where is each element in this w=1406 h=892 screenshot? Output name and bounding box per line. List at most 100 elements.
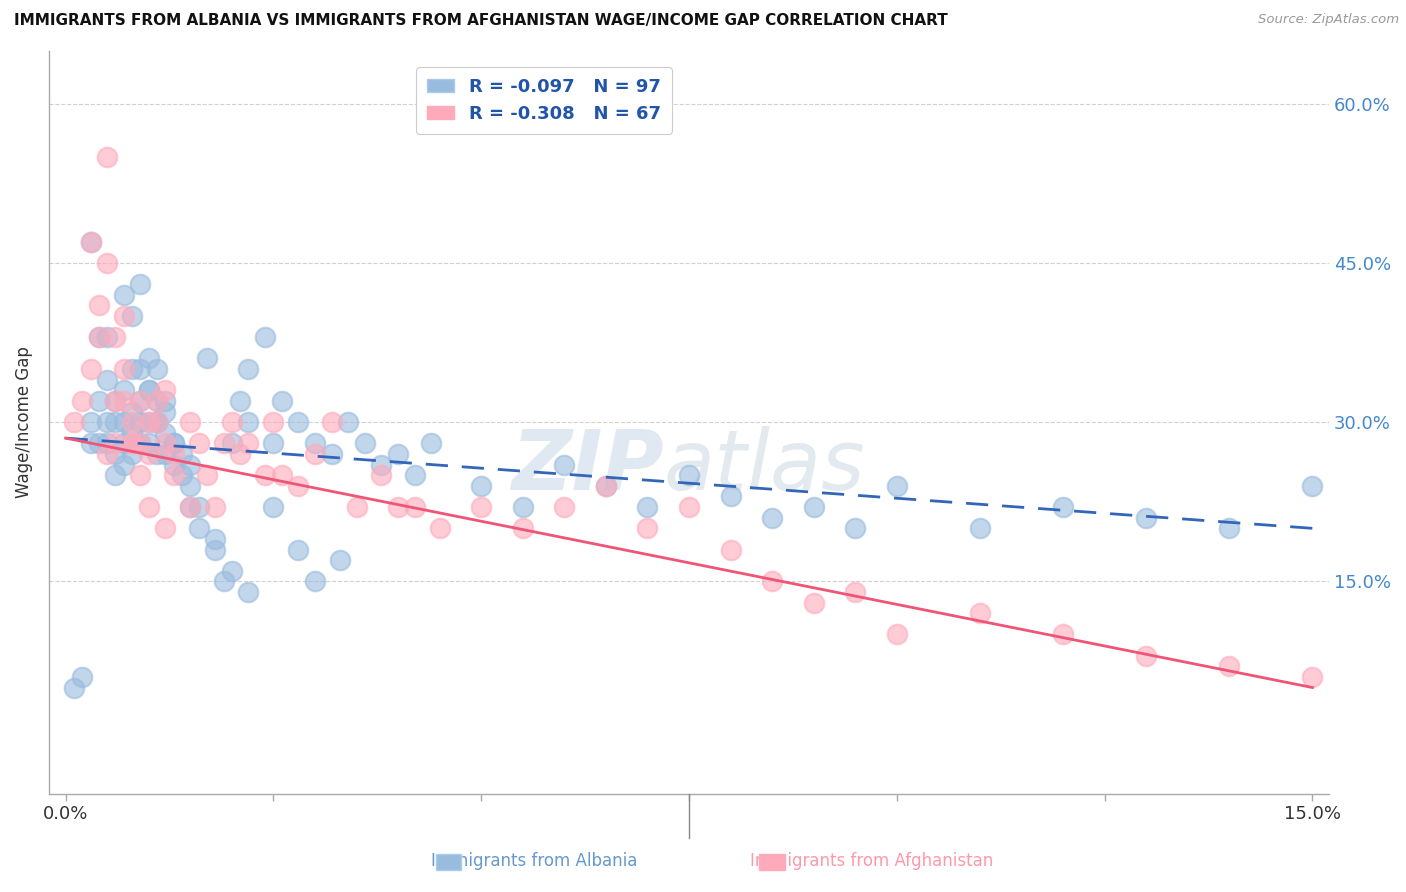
Point bbox=[179, 415, 201, 429]
Point bbox=[155, 447, 177, 461]
Point bbox=[70, 393, 93, 408]
Point bbox=[370, 468, 392, 483]
Point bbox=[287, 542, 309, 557]
Point bbox=[138, 500, 160, 514]
Point bbox=[270, 393, 292, 408]
Point bbox=[104, 447, 127, 461]
Text: atlas: atlas bbox=[664, 426, 865, 508]
Point bbox=[1135, 510, 1157, 524]
Point bbox=[262, 436, 284, 450]
Text: IMMIGRANTS FROM ALBANIA VS IMMIGRANTS FROM AFGHANISTAN WAGE/INCOME GAP CORRELATI: IMMIGRANTS FROM ALBANIA VS IMMIGRANTS FR… bbox=[14, 13, 948, 29]
Point bbox=[212, 574, 235, 589]
Point bbox=[470, 479, 492, 493]
Point bbox=[1218, 659, 1240, 673]
Point bbox=[212, 436, 235, 450]
Point bbox=[761, 510, 783, 524]
Point bbox=[1052, 500, 1074, 514]
Point bbox=[104, 330, 127, 344]
Point bbox=[121, 436, 143, 450]
Point bbox=[886, 627, 908, 641]
Point bbox=[138, 351, 160, 366]
Point bbox=[129, 393, 152, 408]
Point bbox=[321, 447, 343, 461]
Point bbox=[79, 235, 101, 249]
Point bbox=[138, 415, 160, 429]
Point bbox=[803, 500, 825, 514]
Point bbox=[678, 500, 700, 514]
Point bbox=[163, 436, 186, 450]
Point bbox=[238, 436, 260, 450]
Point bbox=[720, 490, 742, 504]
Point bbox=[187, 521, 209, 535]
Point bbox=[121, 425, 143, 440]
Point bbox=[96, 447, 118, 461]
Point bbox=[138, 384, 160, 398]
Point bbox=[553, 500, 575, 514]
Point bbox=[337, 415, 360, 429]
Point bbox=[146, 362, 169, 376]
Point bbox=[304, 574, 326, 589]
Point bbox=[595, 479, 617, 493]
Point bbox=[104, 415, 127, 429]
Point bbox=[238, 585, 260, 599]
Point bbox=[79, 362, 101, 376]
Point bbox=[636, 521, 658, 535]
Point bbox=[1301, 670, 1323, 684]
Point bbox=[387, 447, 409, 461]
Text: ZIP: ZIP bbox=[510, 426, 664, 508]
Point bbox=[886, 479, 908, 493]
Point bbox=[678, 468, 700, 483]
Point bbox=[512, 521, 534, 535]
Point bbox=[112, 436, 135, 450]
Point bbox=[270, 468, 292, 483]
Point bbox=[404, 500, 426, 514]
Point bbox=[155, 436, 177, 450]
Point bbox=[155, 404, 177, 418]
Legend: R = -0.097   N = 97, R = -0.308   N = 67: R = -0.097 N = 97, R = -0.308 N = 67 bbox=[416, 67, 672, 134]
Point bbox=[636, 500, 658, 514]
Point bbox=[129, 277, 152, 292]
Point bbox=[63, 415, 86, 429]
Point bbox=[121, 362, 143, 376]
Point bbox=[104, 393, 127, 408]
Point bbox=[221, 415, 243, 429]
Point bbox=[163, 436, 186, 450]
Text: Immigrants from Afghanistan: Immigrants from Afghanistan bbox=[749, 852, 994, 870]
Point bbox=[803, 596, 825, 610]
Point bbox=[195, 351, 218, 366]
Point bbox=[129, 393, 152, 408]
Point bbox=[163, 447, 186, 461]
Point bbox=[553, 458, 575, 472]
Point bbox=[87, 330, 110, 344]
Point bbox=[146, 447, 169, 461]
Point bbox=[129, 468, 152, 483]
Point bbox=[104, 436, 127, 450]
Point bbox=[238, 362, 260, 376]
Point bbox=[129, 436, 152, 450]
Point bbox=[146, 393, 169, 408]
Point bbox=[353, 436, 375, 450]
Point bbox=[146, 415, 169, 429]
Point bbox=[221, 564, 243, 578]
Point bbox=[79, 436, 101, 450]
Point bbox=[121, 436, 143, 450]
Point bbox=[1052, 627, 1074, 641]
Point bbox=[187, 436, 209, 450]
Point bbox=[287, 479, 309, 493]
Point bbox=[112, 415, 135, 429]
Point bbox=[262, 500, 284, 514]
Point bbox=[179, 500, 201, 514]
Point bbox=[370, 458, 392, 472]
Text: Immigrants from Albania: Immigrants from Albania bbox=[432, 852, 637, 870]
Point bbox=[87, 436, 110, 450]
Point bbox=[129, 436, 152, 450]
Point bbox=[70, 670, 93, 684]
Point bbox=[229, 447, 252, 461]
Point bbox=[146, 415, 169, 429]
Point bbox=[470, 500, 492, 514]
Point bbox=[969, 606, 991, 620]
Point bbox=[121, 415, 143, 429]
Point bbox=[179, 479, 201, 493]
Point bbox=[229, 393, 252, 408]
Point bbox=[304, 447, 326, 461]
